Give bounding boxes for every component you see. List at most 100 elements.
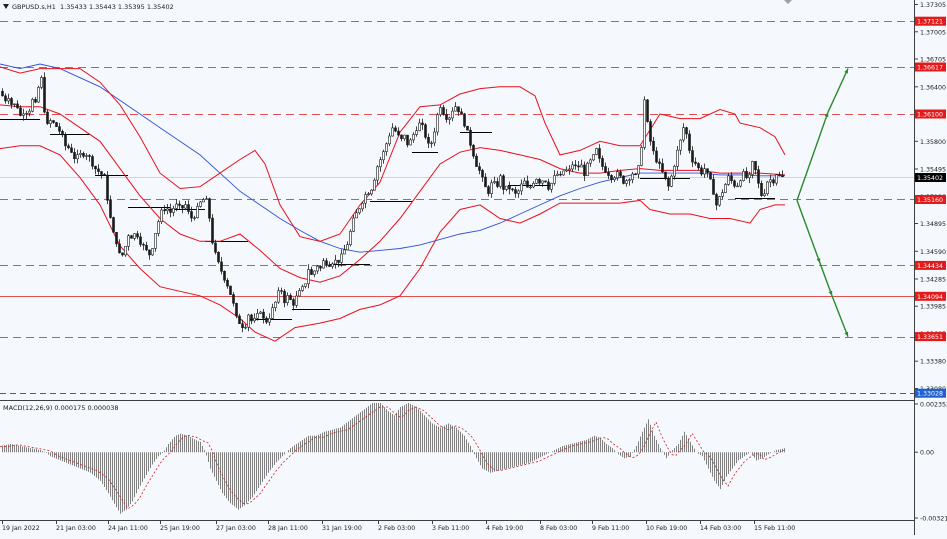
candle-body (247, 314, 250, 328)
candle-body (1, 91, 4, 97)
candle-body (724, 184, 727, 193)
candle-body (775, 174, 778, 184)
candle-body (4, 95, 7, 102)
candle-body (85, 155, 88, 157)
time-tick-label: 25 Jan 19:00 (160, 525, 200, 532)
candle-body (661, 163, 664, 173)
candle-body (409, 139, 412, 146)
candle-body (343, 249, 346, 255)
level-price-tag: 1.34094 (917, 294, 943, 301)
candle-body (181, 205, 184, 209)
forecast-arrow-up (796, 111, 829, 201)
candle-body (478, 166, 481, 171)
candle-body (268, 318, 271, 323)
price-tick-label: 1.36705 (920, 57, 946, 64)
candle-body (223, 270, 226, 281)
candle-body (604, 166, 607, 173)
candle-body (676, 149, 679, 167)
candle-body (610, 175, 613, 180)
candle-body (556, 173, 559, 176)
candle-body (733, 180, 736, 187)
candle-body (280, 290, 283, 292)
candle-body (328, 264, 331, 267)
candle-body (499, 175, 502, 187)
candle-body (100, 171, 103, 175)
candle-body (199, 201, 202, 207)
candle-body (685, 127, 688, 135)
candle-body (517, 190, 520, 194)
time-tick-label: 10 Feb 19:00 (646, 525, 687, 532)
candle-body (10, 98, 13, 105)
candle-body (625, 180, 628, 184)
level-price-tag: 1.36100 (917, 112, 943, 119)
candle-body (769, 179, 772, 183)
bollinger-upper-line (0, 66, 786, 242)
candle-body (760, 183, 763, 196)
candle-body (259, 311, 262, 314)
candle-body (688, 133, 691, 151)
moving-average-line (0, 63, 785, 253)
price-tick-label: 1.35495 (920, 167, 946, 174)
candle-body (31, 99, 34, 112)
candle-body (262, 311, 265, 319)
candle-body (739, 180, 742, 187)
candle-body (445, 114, 448, 120)
candle-body (256, 313, 259, 319)
candle-body (493, 181, 496, 184)
candle-body (70, 147, 73, 153)
candle-body (151, 248, 154, 256)
candle-body (94, 165, 97, 170)
candle-body (502, 175, 505, 190)
candle-body (715, 194, 718, 206)
candle-body (634, 173, 637, 176)
candle-body (454, 106, 457, 112)
candle-body (292, 299, 295, 306)
forecast-arrowhead-down (816, 258, 821, 264)
time-tick-label: 8 Feb 03:00 (540, 525, 577, 532)
candle-body (283, 290, 286, 304)
candle-body (319, 265, 322, 269)
candle-body (526, 180, 529, 188)
candle-body (475, 155, 478, 167)
candle-body (316, 265, 319, 272)
forecast-arrow-down (831, 295, 849, 337)
candle-body (208, 198, 211, 219)
candle-body (19, 107, 22, 116)
scroll-marker-icon[interactable] (784, 0, 792, 4)
candle-body (367, 193, 370, 195)
candle-body (121, 252, 124, 256)
candle-body (421, 122, 424, 126)
candle-body (37, 87, 40, 103)
candle-body (595, 148, 598, 155)
candle-body (184, 204, 187, 209)
candle-body (631, 173, 634, 180)
macd-tick-label: 0.002352 (920, 402, 947, 409)
candle-body (289, 295, 292, 300)
candle-body (298, 290, 301, 297)
candle-body (574, 164, 577, 167)
macd-tick-label: -0.003212 (920, 516, 947, 523)
candle-body (340, 253, 343, 263)
candle-body (742, 171, 745, 182)
bollinger-lower-line (0, 145, 785, 342)
candle-body (271, 307, 274, 319)
candle-body (154, 233, 157, 249)
candle-body (211, 217, 214, 244)
candle-body (220, 261, 223, 272)
candle-body (772, 179, 775, 184)
candle-body (508, 185, 511, 190)
dropdown-triangle-icon[interactable] (3, 4, 9, 9)
candle-body (667, 178, 670, 187)
candle-body (589, 159, 592, 164)
candle-body (619, 171, 622, 177)
candle-body (301, 286, 304, 291)
candle-body (337, 259, 340, 263)
forecast-arrowhead-up (824, 112, 829, 118)
candle-body (757, 169, 760, 184)
candle-body (304, 283, 307, 287)
blue-price-tag: 1.33028 (917, 391, 943, 398)
candle-body (736, 185, 739, 188)
candle-body (706, 168, 709, 173)
